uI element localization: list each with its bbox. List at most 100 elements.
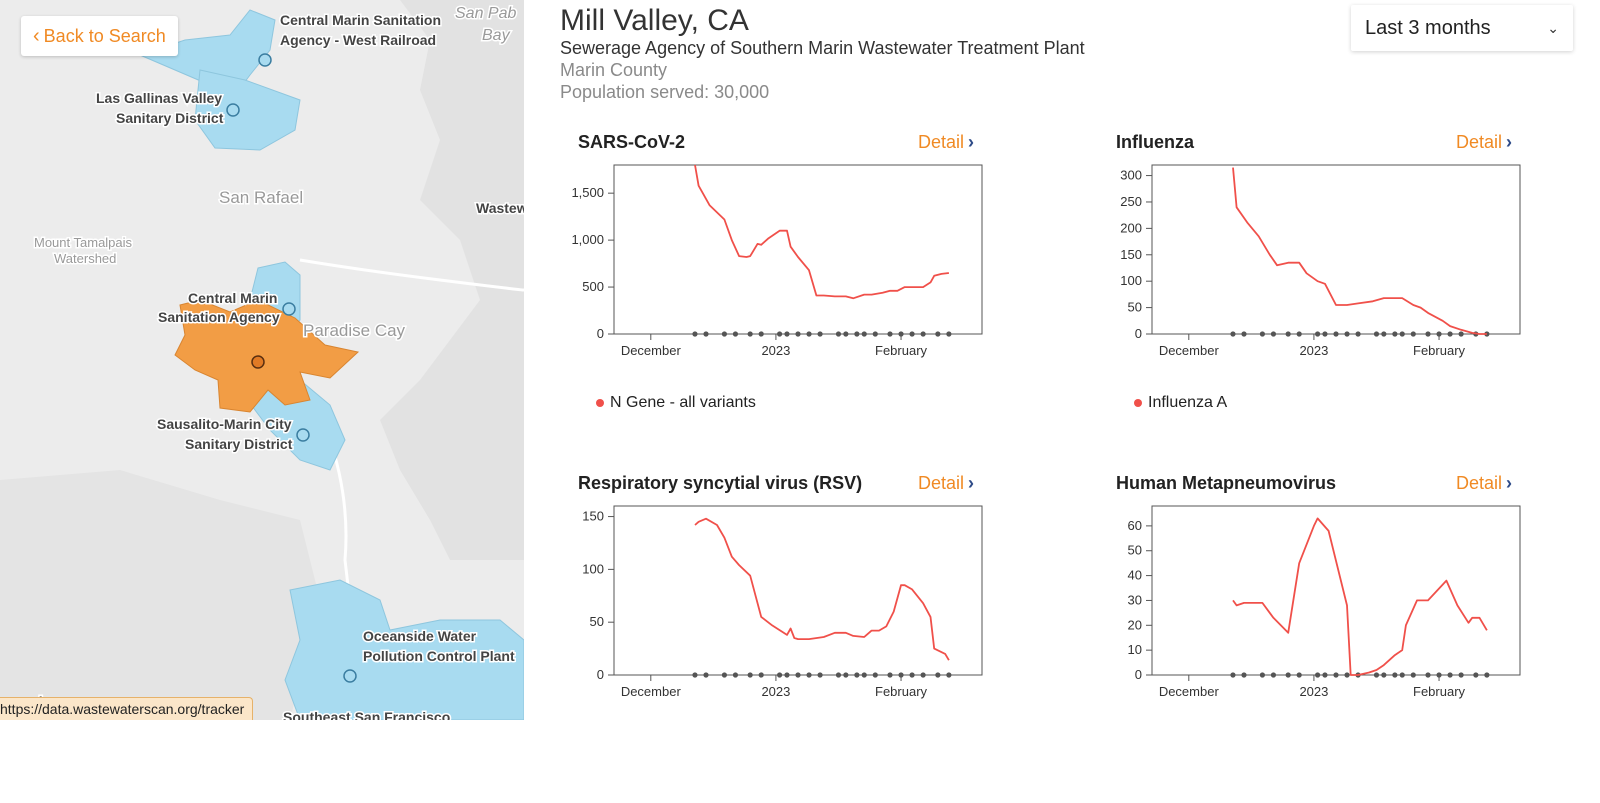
y-tick-label: 250 — [1120, 194, 1142, 209]
detail-link[interactable]: Detail › — [1456, 473, 1512, 494]
x-tick-label: December — [1159, 684, 1220, 699]
sample-marker — [843, 672, 849, 678]
population: Population served: 30,000 — [560, 82, 770, 102]
label-wastew: Wastew — [476, 200, 524, 216]
chevron-right-icon: › — [1506, 132, 1513, 152]
district-oceanside[interactable] — [284, 579, 524, 720]
sample-marker — [872, 672, 878, 678]
sample-marker — [898, 672, 904, 678]
label-mount-tamalpais: Mount Tamalpais — [34, 235, 133, 250]
sample-marker — [747, 672, 753, 678]
sample-marker — [1285, 672, 1291, 678]
plant-marker[interactable] — [296, 428, 310, 442]
chart-plot: 0 500 1,000 1,500 December 2023 February — [571, 164, 983, 358]
y-tick-label: 1,500 — [571, 185, 604, 200]
y-tick-label: 500 — [582, 279, 604, 294]
sample-marker — [1333, 331, 1339, 337]
sample-marker — [1315, 672, 1321, 678]
sample-marker — [1425, 331, 1431, 337]
sample-marker — [935, 331, 941, 337]
x-tick-label: 2023 — [761, 343, 790, 358]
chevron-right-icon: › — [968, 132, 975, 152]
y-tick-label: 40 — [1128, 568, 1142, 583]
sample-marker — [1241, 672, 1247, 678]
sample-marker — [784, 331, 790, 337]
chart-legend[interactable]: Influenza A — [1134, 394, 1227, 412]
chart-plot: 0 50 100 150 200 250 300 December 2023 February — [1120, 164, 1521, 358]
chart-title: Influenza — [1116, 132, 1195, 152]
plant-name: Sewerage Agency of Southern Marin Wastew… — [560, 38, 1085, 58]
chevron-right-icon: › — [968, 473, 975, 493]
sample-marker — [843, 331, 849, 337]
label-las-gallinas: Las Gallinas Valley — [96, 90, 222, 106]
district-central-marin-west-railroad[interactable] — [138, 9, 276, 96]
plant-marker[interactable] — [343, 669, 357, 683]
sample-marker — [1259, 331, 1265, 337]
sample-marker — [1259, 672, 1265, 678]
sample-marker — [1315, 331, 1321, 337]
detail-label: Detail — [918, 132, 965, 152]
x-tick-label: December — [621, 343, 682, 358]
x-tick-label: February — [875, 343, 928, 358]
detail-label: Detail — [1456, 132, 1503, 152]
sample-marker — [784, 672, 790, 678]
series-line[interactable] — [1232, 167, 1487, 335]
label-san-pablo-bay: Bay — [482, 27, 511, 44]
site-detail-panel: Mill Valley, CA Sewerage Agency of South… — [524, 0, 1600, 720]
sample-marker — [1399, 672, 1405, 678]
chart-legend[interactable]: N Gene - all variants — [596, 394, 756, 412]
plot-frame — [613, 505, 983, 676]
detail-link[interactable]: Detail › — [918, 132, 974, 153]
sample-marker — [721, 331, 727, 337]
sample-marker — [1322, 331, 1328, 337]
sample-marker — [795, 672, 801, 678]
detail-link[interactable]: Detail › — [1456, 132, 1512, 153]
plant-marker[interactable] — [282, 302, 296, 316]
sample-marker — [1458, 672, 1464, 678]
y-tick-label: 0 — [597, 326, 604, 341]
x-tick-label: 2023 — [761, 684, 790, 699]
y-tick-label: 100 — [1120, 273, 1142, 288]
series-line[interactable] — [694, 517, 950, 661]
y-tick-label: 50 — [1128, 300, 1142, 315]
sample-marker — [732, 331, 739, 337]
sample-marker — [1473, 672, 1479, 678]
road — [299, 258, 524, 292]
sample-marker — [1333, 672, 1339, 678]
sample-marker — [1484, 672, 1490, 678]
chart-sars: SARS-CoV-2 Detail › 0 500 1,000 1,500 December 2… — [534, 132, 1054, 462]
chart-flu: Influenza Detail › 0 50 100 150 200 250 300 Decemb… — [1072, 132, 1592, 462]
plant-marker-selected[interactable] — [251, 355, 265, 369]
sample-marker — [909, 331, 915, 337]
y-tick-label: 50 — [590, 614, 604, 629]
y-tick-label: 60 — [1128, 518, 1142, 533]
y-tick-label: 1,000 — [571, 232, 604, 247]
back-to-search-button[interactable]: ‹ Back to Search — [21, 16, 178, 56]
label-san-pablo-bay: San Pab — [455, 5, 516, 22]
sample-marker — [1270, 672, 1277, 678]
sample-marker — [1458, 331, 1464, 337]
time-range-select[interactable]: Last 3 months ⌄ — [1351, 5, 1573, 51]
series-line[interactable] — [694, 164, 950, 300]
plant-marker[interactable] — [258, 53, 272, 67]
district-sausalito-marin-city[interactable] — [239, 379, 346, 471]
sample-marker — [887, 672, 893, 678]
series-line[interactable] — [1232, 517, 1488, 676]
map-panel[interactable]: Central Marin Sanitation Agency - West R… — [0, 0, 524, 720]
label-southeast-sf: Southeast San Francisco — [283, 709, 450, 720]
label-central-marin: Central Marin — [188, 290, 277, 306]
district-mill-valley-selected[interactable] — [174, 299, 360, 413]
plant-marker[interactable] — [226, 103, 240, 117]
sample-marker — [1436, 331, 1442, 337]
sample-marker — [1392, 331, 1398, 337]
sample-marker — [758, 331, 764, 337]
detail-link[interactable]: Detail › — [918, 473, 974, 494]
sample-marker — [854, 672, 860, 678]
label-mount-tamalpais: Watershed — [54, 251, 116, 266]
sample-marker — [920, 672, 926, 678]
label-sausalito: Sausalito-Marin City — [157, 416, 292, 432]
map-canvas[interactable]: Central Marin Sanitation Agency - West R… — [0, 0, 524, 720]
district-las-gallinas[interactable] — [194, 69, 301, 151]
county: Marin County — [560, 60, 668, 80]
sample-marker — [795, 331, 801, 337]
